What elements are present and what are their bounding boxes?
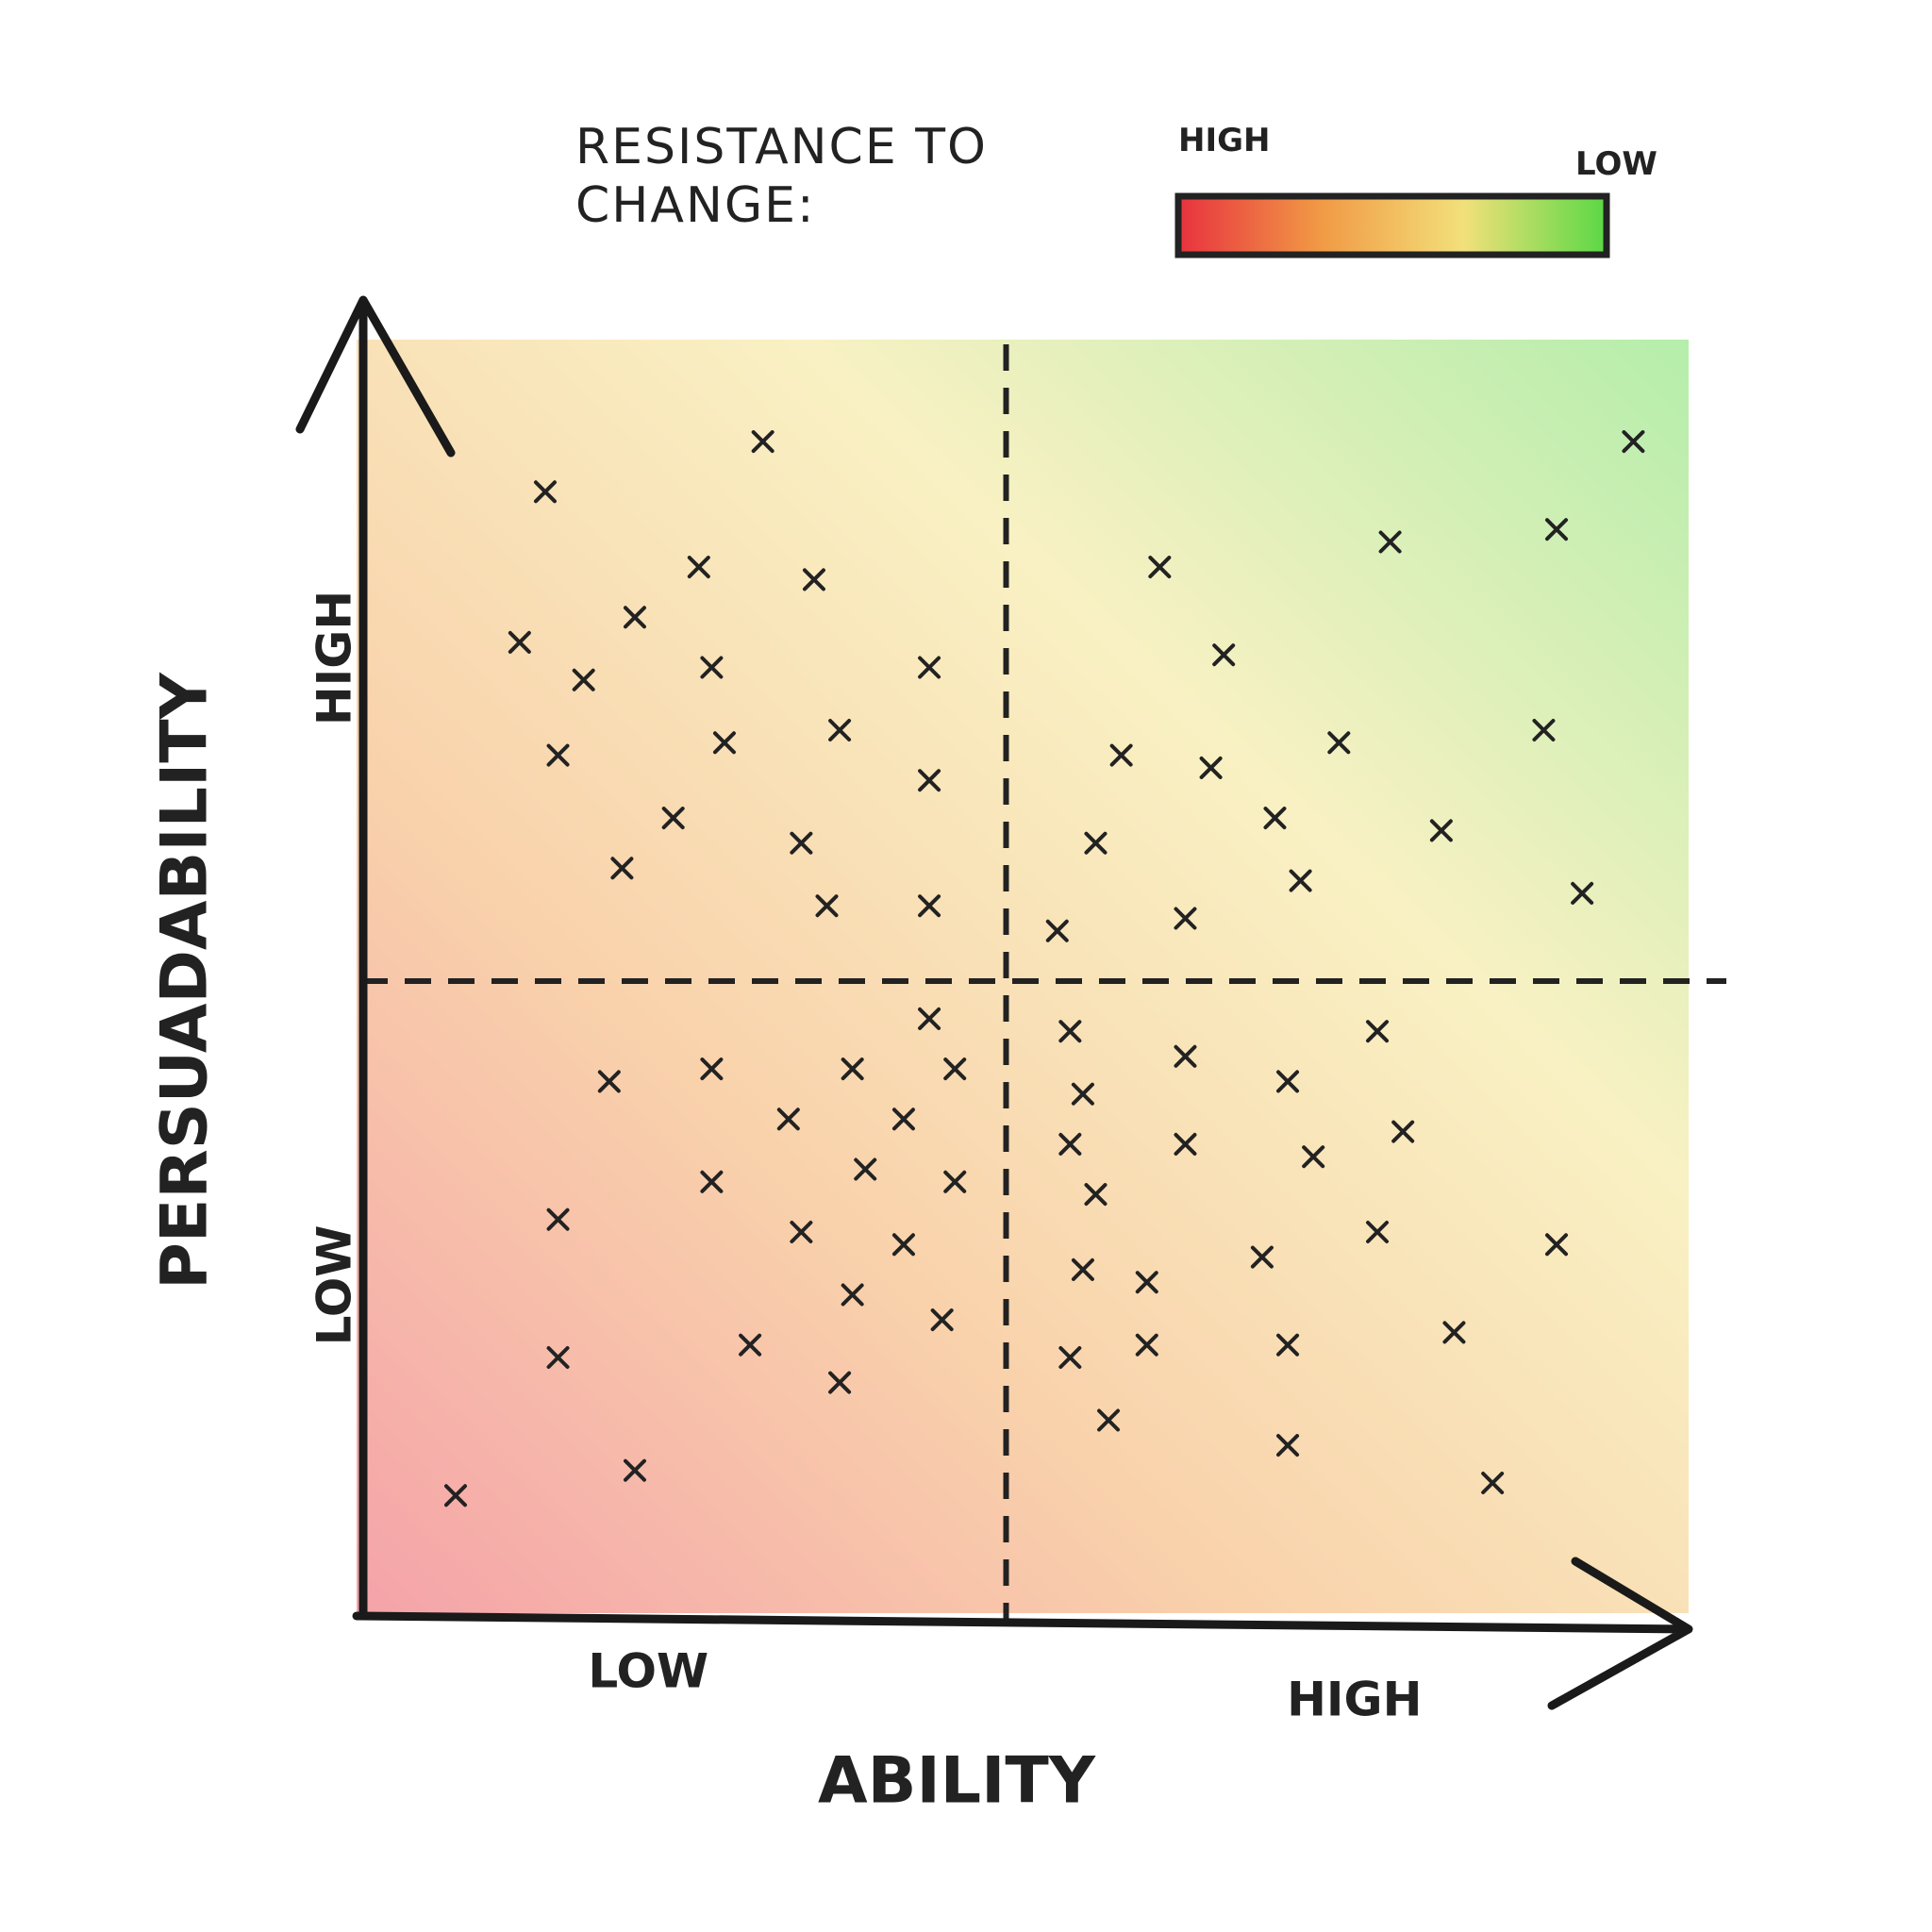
- data-point: [1545, 518, 1569, 541]
- data-point: [1071, 1082, 1094, 1106]
- data-point: [1276, 1070, 1300, 1093]
- data-point: [1174, 1132, 1197, 1156]
- data-point: [1378, 530, 1402, 554]
- data-point: [815, 894, 839, 918]
- data-point: [661, 807, 685, 830]
- data-point: [930, 1308, 954, 1332]
- data-point: [776, 1108, 800, 1131]
- data-point: [1276, 1333, 1300, 1357]
- data-point: [1084, 1183, 1108, 1207]
- data-point: [1135, 1271, 1158, 1294]
- data-point: [1174, 1044, 1197, 1068]
- y-axis: [295, 295, 456, 1621]
- data-point: [1250, 1245, 1274, 1269]
- data-point: [790, 831, 813, 855]
- data-point: [700, 1058, 724, 1081]
- data-point: [790, 1221, 813, 1243]
- data-point: [1366, 1221, 1390, 1243]
- data-point: [891, 1233, 915, 1257]
- legend-title: RESISTANCE TO CHANGE:: [575, 119, 988, 234]
- data-point: [1109, 743, 1133, 767]
- data-point: [610, 857, 634, 880]
- data-point: [1391, 1120, 1415, 1143]
- data-point: [828, 1371, 852, 1394]
- data-point: [828, 719, 852, 741]
- data-point: [1302, 1145, 1325, 1169]
- y-tick-label: HIGH: [308, 591, 362, 725]
- data-point: [1045, 919, 1069, 942]
- data-point: [943, 1170, 967, 1193]
- data-point: [1135, 1333, 1158, 1357]
- y-tick-label: LOW: [308, 1225, 362, 1346]
- data-point: [1058, 1132, 1082, 1156]
- data-point: [623, 1458, 646, 1482]
- data-point: [1058, 1346, 1082, 1369]
- data-point: [700, 656, 724, 679]
- data-point: [1071, 1257, 1094, 1281]
- data-point: [1199, 756, 1223, 779]
- data-point: [739, 1333, 762, 1357]
- data-point: [943, 1058, 967, 1081]
- x-tick-label: LOW: [588, 1644, 708, 1699]
- data-point: [1545, 1233, 1569, 1257]
- data-point: [1366, 1020, 1390, 1043]
- data-point: [1429, 819, 1453, 842]
- data-point: [1481, 1472, 1505, 1494]
- data-point: [918, 769, 941, 792]
- data-point: [918, 656, 941, 679]
- colorbar: [1174, 192, 1610, 258]
- data-point: [508, 630, 531, 654]
- data-point: [1148, 556, 1172, 579]
- data-point: [751, 430, 774, 454]
- data-point: [918, 1007, 941, 1030]
- background-wash: [357, 340, 1689, 1613]
- data-point: [802, 568, 825, 591]
- data-point: [891, 1108, 915, 1131]
- data-point: [1532, 719, 1556, 741]
- data-point: [1442, 1321, 1466, 1344]
- data-point: [623, 606, 646, 629]
- x-axis: [352, 1557, 1693, 1710]
- data-point: [546, 1346, 570, 1369]
- data-point: [1571, 881, 1594, 905]
- data-point: [918, 894, 941, 918]
- data-point: [1276, 1434, 1300, 1457]
- data-point: [841, 1283, 864, 1307]
- colorbar-low-label: LOW: [1575, 145, 1657, 183]
- colorbar-high-label: HIGH: [1178, 122, 1270, 159]
- y-axis-label: PERSUADABILITY: [148, 672, 223, 1290]
- data-point: [597, 1070, 621, 1093]
- data-point: [546, 743, 570, 767]
- data-point: [841, 1058, 864, 1081]
- data-point: [1289, 869, 1312, 892]
- data-point: [854, 1158, 877, 1181]
- data-point: [1097, 1408, 1121, 1432]
- data-point: [533, 480, 557, 504]
- data-point: [572, 668, 595, 691]
- data-point: [700, 1170, 724, 1193]
- data-point: [687, 556, 710, 579]
- x-tick-label: HIGH: [1287, 1673, 1422, 1727]
- data-point: [1084, 831, 1108, 855]
- x-axis-label: ABILITY: [818, 1744, 1096, 1819]
- data-point: [1212, 643, 1236, 667]
- data-point: [546, 1208, 570, 1231]
- data-point: [1174, 907, 1197, 930]
- data-point: [1058, 1020, 1082, 1043]
- data-point: [712, 731, 736, 755]
- data-point: [443, 1484, 467, 1507]
- data-point: [1263, 807, 1287, 830]
- data-point: [1622, 430, 1645, 454]
- data-point: [1327, 731, 1351, 755]
